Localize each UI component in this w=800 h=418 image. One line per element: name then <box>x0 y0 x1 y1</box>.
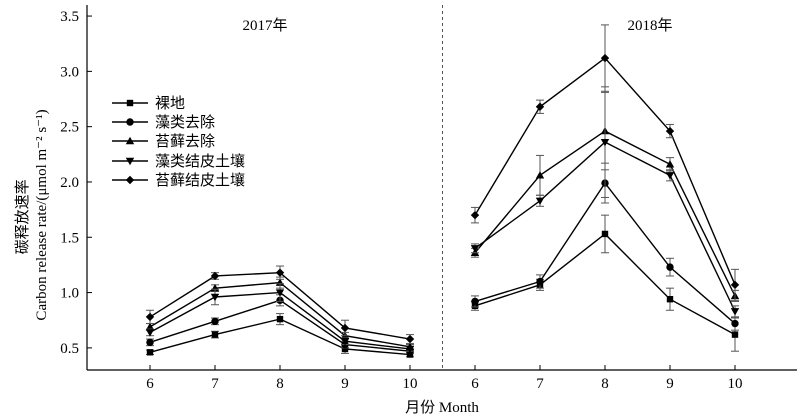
y-tick-label-3: 2.0 <box>60 175 79 191</box>
series-1-line-0 <box>149 299 411 352</box>
y-tick-label-2: 1.5 <box>60 230 79 246</box>
legend-label-algae-removed: 藻类去除 <box>155 114 215 131</box>
legend-label-algae-crust-soil: 藻类结皮土壤 <box>155 152 245 170</box>
series-1-point-1 <box>211 317 219 326</box>
series-0-point-3 <box>341 345 349 353</box>
series-4-point-3 <box>340 323 350 333</box>
legend-marker-0 <box>126 99 134 107</box>
series-0-point-9 <box>731 331 739 338</box>
y-tick-label-6: 3.5 <box>60 9 79 25</box>
series-3-point-3 <box>340 338 350 346</box>
legend-marker-3 <box>125 157 135 166</box>
legend-marker-4 <box>125 175 135 185</box>
series-4-point-8 <box>665 126 675 136</box>
series-3-point-5 <box>470 245 480 253</box>
y-axis-title: 碳释放速率 Carbon release rate/(μmol m⁻² s⁻¹) <box>14 109 50 320</box>
series-3-point-0 <box>145 329 155 337</box>
legend-label-moss-crust-soil: 苔藓结皮土壤 <box>155 171 245 189</box>
series-1-point-0 <box>146 338 154 347</box>
series-4-point-2 <box>275 268 285 277</box>
series-3-point-7 <box>600 138 610 147</box>
legend-label-moss-removed: 苔藓去除 <box>155 133 215 150</box>
series-3-point-4 <box>405 345 415 354</box>
series-4-point-7 <box>600 53 610 63</box>
x-tick-label-1: 7 <box>211 376 219 392</box>
series-4-point-6 <box>535 102 545 111</box>
series-3-point-2 <box>275 289 285 297</box>
y-tick-label-5: 3.0 <box>60 64 79 80</box>
legend-marker-2 <box>125 136 135 145</box>
series-4-point-9 <box>730 280 740 290</box>
x-tick-label-4: 10 <box>403 376 418 392</box>
series-3-point-1 <box>210 293 220 302</box>
x-tick-label-3: 9 <box>341 376 349 392</box>
series-2-point-8 <box>665 160 675 168</box>
x-tick-label-8: 9 <box>666 376 674 392</box>
y-tick-label-1: 1.0 <box>60 286 79 302</box>
x-tick-label-6: 7 <box>536 376 544 392</box>
series-0-point-0 <box>146 349 154 356</box>
series-0-point-7 <box>601 230 609 238</box>
x-tick-label-2: 8 <box>276 376 284 392</box>
series-0-point-1 <box>211 331 219 338</box>
x-tick-label-9: 10 <box>728 376 743 392</box>
year-label-2017: 2017年 <box>242 17 287 34</box>
y-axis-title-cn: 碳释放速率 <box>14 179 31 254</box>
series-4-point-5 <box>470 210 480 220</box>
series-3-point-8 <box>665 172 675 180</box>
y-axis-title-en: Carbon release rate/(μmol m⁻² s⁻¹) <box>34 109 50 320</box>
series-4-point-1 <box>210 271 220 281</box>
series-4-point-4 <box>405 334 415 344</box>
year-label-2018: 2018年 <box>627 17 672 34</box>
legend-marker-1 <box>126 118 134 126</box>
series-2-point-6 <box>535 171 545 179</box>
series-3-point-9 <box>730 308 740 316</box>
series-1-line-1 <box>474 181 736 325</box>
series-0-point-8 <box>666 296 674 303</box>
y-tick-label-4: 2.5 <box>60 120 79 136</box>
x-axis-title: 月份 Month <box>405 399 479 416</box>
series-1-point-5 <box>471 297 479 306</box>
series-1-point-6 <box>536 277 544 286</box>
y-tick-label-0: 0.5 <box>60 341 79 357</box>
series-1-point-8 <box>666 263 674 271</box>
x-tick-label-7: 8 <box>601 376 609 392</box>
series-0-point-2 <box>276 315 284 323</box>
series-1-point-9 <box>731 319 739 328</box>
series-3-point-6 <box>535 197 545 205</box>
series-2-point-0 <box>145 322 155 331</box>
legend-label-bare-soil: 裸地 <box>155 95 185 112</box>
x-tick-label-5: 6 <box>471 376 479 392</box>
x-tick-label-0: 6 <box>146 376 154 392</box>
series-4-point-0 <box>145 312 155 322</box>
